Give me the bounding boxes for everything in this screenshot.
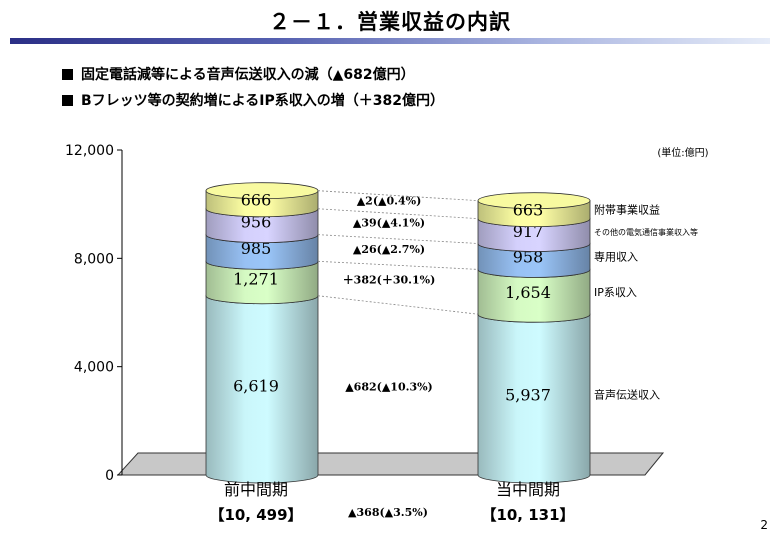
series-label: 附帯事業収益 [594, 203, 660, 217]
segment-value-label: 5,937 [505, 386, 551, 405]
category-label: 前中間期 [224, 480, 288, 499]
segment-value-label: 6,619 [233, 376, 279, 395]
cylinder-segment [205, 208, 319, 244]
connector-line [317, 234, 479, 244]
cylinder-segment [205, 234, 319, 270]
y-axis-tick-label: 0 [105, 468, 114, 484]
y-axis-tick-label: 4,000 [74, 360, 114, 376]
connector-line [317, 190, 479, 202]
bullet-ip: Bフレッツ等の契約増によるIP系収入の増（＋382億円） [62, 90, 444, 110]
bullet-voice: 固定電話減等による音声伝送収入の減（▲682億円） [62, 64, 415, 84]
bullet-square-icon [62, 69, 73, 80]
page-number: 2 [760, 518, 768, 532]
segment-change-label: ▲2(▲0.4%) [357, 195, 422, 208]
segment-change-label: ▲682(▲10.3%) [345, 380, 433, 393]
title-underline [10, 38, 770, 44]
bullet-ip-text: Bフレッツ等の契約増によるIP系収入の増（＋382億円） [81, 93, 444, 109]
cylinder-segment [477, 243, 591, 278]
connector-line [317, 295, 479, 315]
segment-value-label: 663 [513, 201, 544, 220]
total-change-label: ▲368(▲3.5%) [348, 506, 428, 519]
cylinder-segment [205, 260, 319, 305]
series-label: 音声伝送収入 [594, 388, 660, 402]
y-axis-tick-label: 8,000 [74, 251, 114, 267]
segment-value-label: 958 [513, 247, 544, 266]
segment-value-label: 956 [241, 213, 272, 232]
category-label: 当中間期 [496, 480, 560, 499]
series-label: IP系収入 [594, 286, 637, 299]
cylinder-segment [477, 218, 591, 252]
bullet-square-icon [62, 95, 73, 106]
series-label: その他の電気通信事業収入等 [594, 227, 698, 237]
total-label: 【10, 131】 [481, 506, 574, 524]
segment-change-label: ▲39(▲4.1%) [353, 217, 425, 230]
y-axis-tick-label: 12,000 [65, 143, 114, 159]
segment-value-label: 1,271 [233, 270, 279, 289]
bullet-voice-text: 固定電話減等による音声伝送収入の減（▲682億円） [81, 67, 415, 83]
segment-value-label: 985 [241, 239, 272, 258]
cylinder-segment [477, 313, 591, 484]
segment-value-label: 1,654 [505, 283, 551, 302]
total-label: 【10, 499】 [209, 506, 302, 524]
cylinder-segment [205, 295, 319, 484]
unit-label: (単位:億円) [657, 146, 708, 159]
page-title: ２－１．営業収益の内訳 [269, 10, 511, 34]
connector-line [317, 260, 479, 270]
series-label: 専用収入 [594, 250, 638, 263]
cylinder-segment [477, 269, 591, 323]
segment-value-label: 666 [241, 191, 272, 210]
segment-change-label: ＋382(＋30.1%) [343, 274, 436, 287]
segment-change-label: ▲26(▲2.7%) [353, 243, 425, 256]
connector-line [317, 208, 479, 220]
